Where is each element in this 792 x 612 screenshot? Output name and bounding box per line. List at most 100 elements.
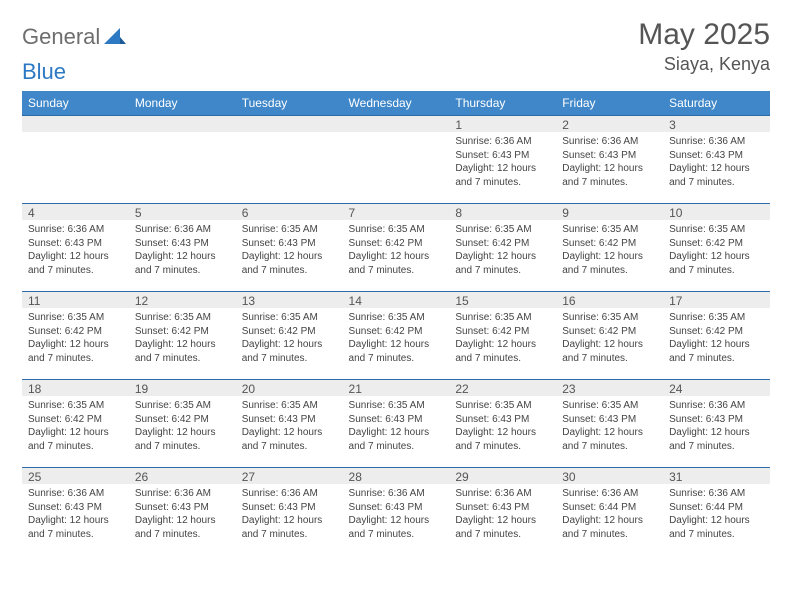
day-detail-line: Daylight: 12 hours bbox=[562, 514, 657, 528]
day-detail-line: and 7 minutes. bbox=[28, 352, 123, 366]
day-detail-line: and 7 minutes. bbox=[455, 440, 550, 454]
calendar-cell: 9Sunrise: 6:35 AMSunset: 6:42 PMDaylight… bbox=[556, 204, 663, 292]
day-detail-line: and 7 minutes. bbox=[242, 352, 337, 366]
day-detail-line: Sunset: 6:43 PM bbox=[349, 501, 444, 515]
day-number bbox=[22, 116, 129, 132]
day-number: 29 bbox=[449, 468, 556, 484]
day-detail-line: Daylight: 12 hours bbox=[669, 426, 764, 440]
day-details: Sunrise: 6:36 AMSunset: 6:43 PMDaylight:… bbox=[449, 484, 556, 545]
day-detail-line: Sunset: 6:43 PM bbox=[455, 413, 550, 427]
calendar-cell: 10Sunrise: 6:35 AMSunset: 6:42 PMDayligh… bbox=[663, 204, 770, 292]
day-number: 11 bbox=[22, 292, 129, 308]
day-detail-line: and 7 minutes. bbox=[669, 176, 764, 190]
day-detail-line: and 7 minutes. bbox=[562, 176, 657, 190]
day-number: 18 bbox=[22, 380, 129, 396]
day-number: 8 bbox=[449, 204, 556, 220]
day-detail-line: Sunrise: 6:36 AM bbox=[28, 487, 123, 501]
day-detail-line: and 7 minutes. bbox=[135, 352, 230, 366]
calendar-cell: 22Sunrise: 6:35 AMSunset: 6:43 PMDayligh… bbox=[449, 380, 556, 468]
calendar-cell: 4Sunrise: 6:36 AMSunset: 6:43 PMDaylight… bbox=[22, 204, 129, 292]
day-detail-line: and 7 minutes. bbox=[135, 264, 230, 278]
day-details: Sunrise: 6:36 AMSunset: 6:43 PMDaylight:… bbox=[663, 132, 770, 193]
day-number: 12 bbox=[129, 292, 236, 308]
day-detail-line: Daylight: 12 hours bbox=[135, 426, 230, 440]
day-detail-line: Daylight: 12 hours bbox=[669, 514, 764, 528]
day-detail-line: Daylight: 12 hours bbox=[669, 338, 764, 352]
day-number bbox=[129, 116, 236, 132]
calendar-week-row: 4Sunrise: 6:36 AMSunset: 6:43 PMDaylight… bbox=[22, 204, 770, 292]
day-details bbox=[343, 132, 450, 139]
day-detail-line: Daylight: 12 hours bbox=[242, 250, 337, 264]
day-detail-line: Daylight: 12 hours bbox=[135, 250, 230, 264]
day-detail-line: Sunset: 6:43 PM bbox=[242, 413, 337, 427]
day-detail-line: Sunrise: 6:35 AM bbox=[562, 399, 657, 413]
location-subtitle: Siaya, Kenya bbox=[638, 54, 770, 75]
day-detail-line: Daylight: 12 hours bbox=[455, 250, 550, 264]
calendar-cell: 15Sunrise: 6:35 AMSunset: 6:42 PMDayligh… bbox=[449, 292, 556, 380]
day-number: 20 bbox=[236, 380, 343, 396]
day-detail-line: Sunrise: 6:36 AM bbox=[455, 487, 550, 501]
day-detail-line: Daylight: 12 hours bbox=[135, 338, 230, 352]
day-detail-line: Sunset: 6:44 PM bbox=[669, 501, 764, 515]
calendar-cell: 30Sunrise: 6:36 AMSunset: 6:44 PMDayligh… bbox=[556, 468, 663, 556]
day-number: 23 bbox=[556, 380, 663, 396]
calendar-cell: 6Sunrise: 6:35 AMSunset: 6:43 PMDaylight… bbox=[236, 204, 343, 292]
day-detail-line: Sunset: 6:44 PM bbox=[562, 501, 657, 515]
day-details: Sunrise: 6:35 AMSunset: 6:43 PMDaylight:… bbox=[236, 396, 343, 457]
day-detail-line: Daylight: 12 hours bbox=[242, 338, 337, 352]
day-number: 9 bbox=[556, 204, 663, 220]
day-detail-line: Sunset: 6:43 PM bbox=[455, 149, 550, 163]
day-detail-line: Daylight: 12 hours bbox=[135, 514, 230, 528]
calendar-week-row: 25Sunrise: 6:36 AMSunset: 6:43 PMDayligh… bbox=[22, 468, 770, 556]
day-detail-line: Sunrise: 6:36 AM bbox=[28, 223, 123, 237]
day-detail-line: and 7 minutes. bbox=[349, 528, 444, 542]
day-details: Sunrise: 6:35 AMSunset: 6:43 PMDaylight:… bbox=[236, 220, 343, 281]
day-detail-line: Daylight: 12 hours bbox=[28, 338, 123, 352]
calendar-cell: 20Sunrise: 6:35 AMSunset: 6:43 PMDayligh… bbox=[236, 380, 343, 468]
calendar-cell: 7Sunrise: 6:35 AMSunset: 6:42 PMDaylight… bbox=[343, 204, 450, 292]
day-details bbox=[22, 132, 129, 139]
day-number: 22 bbox=[449, 380, 556, 396]
day-detail-line: and 7 minutes. bbox=[135, 528, 230, 542]
logo-sail-icon bbox=[104, 28, 126, 46]
day-detail-line: Daylight: 12 hours bbox=[349, 426, 444, 440]
calendar-cell bbox=[236, 116, 343, 204]
day-detail-line: Sunset: 6:43 PM bbox=[349, 413, 444, 427]
day-detail-line: and 7 minutes. bbox=[669, 528, 764, 542]
day-details: Sunrise: 6:36 AMSunset: 6:44 PMDaylight:… bbox=[663, 484, 770, 545]
calendar-cell: 28Sunrise: 6:36 AMSunset: 6:43 PMDayligh… bbox=[343, 468, 450, 556]
day-details: Sunrise: 6:35 AMSunset: 6:42 PMDaylight:… bbox=[449, 308, 556, 369]
calendar-cell: 24Sunrise: 6:36 AMSunset: 6:43 PMDayligh… bbox=[663, 380, 770, 468]
day-details: Sunrise: 6:35 AMSunset: 6:42 PMDaylight:… bbox=[449, 220, 556, 281]
day-number: 4 bbox=[22, 204, 129, 220]
day-number: 26 bbox=[129, 468, 236, 484]
day-number: 17 bbox=[663, 292, 770, 308]
day-detail-line: Sunset: 6:42 PM bbox=[242, 325, 337, 339]
day-details: Sunrise: 6:35 AMSunset: 6:42 PMDaylight:… bbox=[663, 220, 770, 281]
day-detail-line: Sunset: 6:43 PM bbox=[135, 501, 230, 515]
weekday-header: Friday bbox=[556, 91, 663, 116]
day-detail-line: and 7 minutes. bbox=[242, 440, 337, 454]
day-detail-line: Sunset: 6:43 PM bbox=[135, 237, 230, 251]
calendar-cell: 29Sunrise: 6:36 AMSunset: 6:43 PMDayligh… bbox=[449, 468, 556, 556]
logo: General bbox=[22, 24, 126, 50]
day-number: 2 bbox=[556, 116, 663, 132]
weekday-header: Thursday bbox=[449, 91, 556, 116]
day-number: 1 bbox=[449, 116, 556, 132]
day-detail-line: Sunset: 6:42 PM bbox=[562, 325, 657, 339]
day-detail-line: Sunrise: 6:35 AM bbox=[562, 223, 657, 237]
day-detail-line: Daylight: 12 hours bbox=[242, 514, 337, 528]
day-details: Sunrise: 6:35 AMSunset: 6:42 PMDaylight:… bbox=[343, 220, 450, 281]
day-detail-line: Sunrise: 6:35 AM bbox=[562, 311, 657, 325]
day-detail-line: and 7 minutes. bbox=[455, 176, 550, 190]
day-detail-line: Sunrise: 6:36 AM bbox=[669, 487, 764, 501]
day-detail-line: Daylight: 12 hours bbox=[562, 426, 657, 440]
day-detail-line: Sunset: 6:42 PM bbox=[562, 237, 657, 251]
day-detail-line: and 7 minutes. bbox=[669, 264, 764, 278]
day-details bbox=[236, 132, 343, 139]
day-detail-line: Daylight: 12 hours bbox=[242, 426, 337, 440]
day-details: Sunrise: 6:36 AMSunset: 6:43 PMDaylight:… bbox=[663, 396, 770, 457]
day-details: Sunrise: 6:36 AMSunset: 6:43 PMDaylight:… bbox=[22, 220, 129, 281]
day-detail-line: Sunrise: 6:36 AM bbox=[669, 399, 764, 413]
day-detail-line: Sunrise: 6:35 AM bbox=[349, 223, 444, 237]
